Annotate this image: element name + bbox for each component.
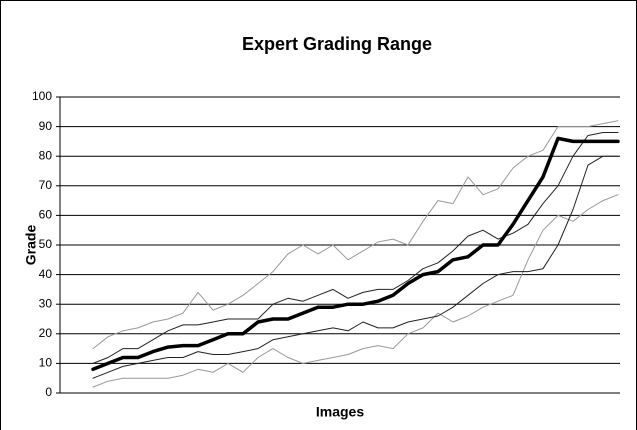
y-tick-label: 50	[39, 237, 53, 251]
y-tick-label: 0	[45, 385, 52, 399]
series-line	[92, 132, 619, 364]
y-tick-label: 10	[39, 356, 53, 370]
series-line	[92, 120, 619, 350]
y-tick-label: 90	[39, 119, 53, 133]
x-axis-title: Images	[316, 404, 364, 420]
y-tick-label: 20	[39, 326, 53, 340]
series-line	[92, 155, 619, 379]
y-tick-label: 80	[39, 148, 53, 162]
y-tick-label: 60	[39, 208, 53, 222]
series-line	[91, 136, 620, 372]
y-tick-label: 30	[39, 296, 53, 310]
y-tick-label: 100	[32, 89, 52, 103]
y-tick-label: 40	[39, 267, 53, 281]
series-line	[92, 194, 619, 388]
y-axis-title: Grade	[23, 225, 39, 266]
y-tick-label: 70	[39, 178, 53, 192]
chart-title: Expert Grading Range	[242, 34, 432, 54]
